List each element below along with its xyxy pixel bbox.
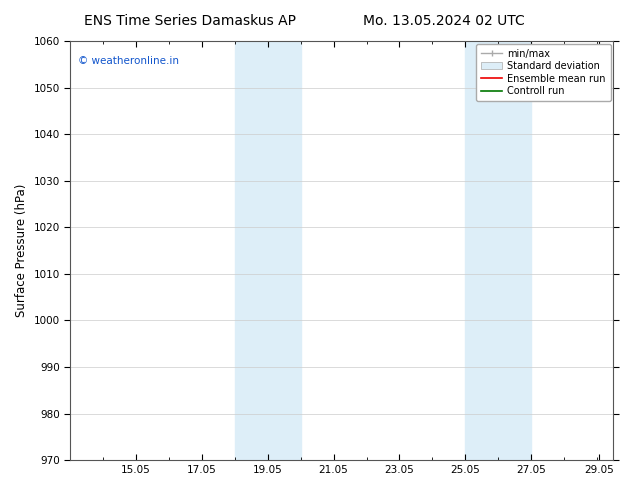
Y-axis label: Surface Pressure (hPa): Surface Pressure (hPa) — [15, 184, 28, 318]
Text: ENS Time Series Damaskus AP: ENS Time Series Damaskus AP — [84, 14, 296, 28]
Bar — [235, 41, 301, 460]
Bar — [465, 41, 531, 460]
Text: © weatheronline.in: © weatheronline.in — [79, 56, 179, 66]
Text: Mo. 13.05.2024 02 UTC: Mo. 13.05.2024 02 UTC — [363, 14, 525, 28]
Legend: min/max, Standard deviation, Ensemble mean run, Controll run: min/max, Standard deviation, Ensemble me… — [476, 44, 611, 101]
